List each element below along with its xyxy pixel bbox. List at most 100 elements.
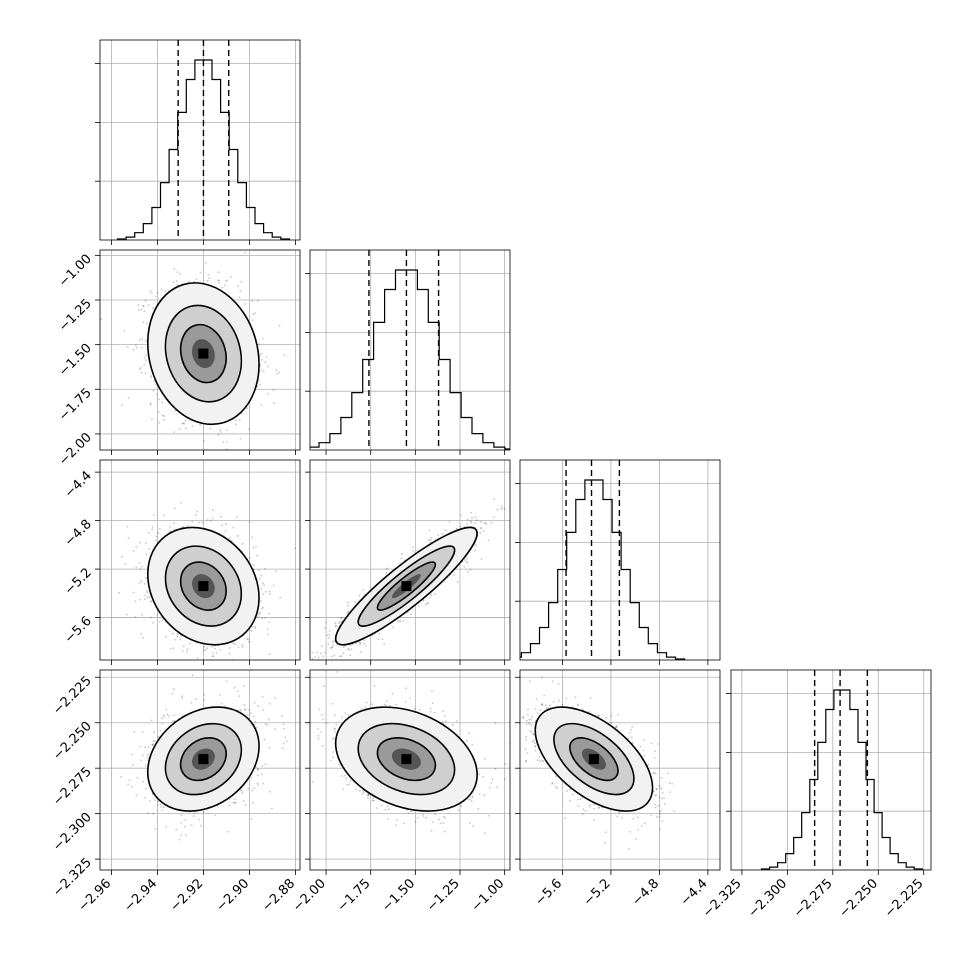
sample-point	[265, 356, 268, 358]
sample-point	[145, 553, 148, 556]
sample-point	[142, 636, 145, 639]
sample-point	[358, 641, 361, 643]
sample-point	[217, 271, 220, 274]
sample-point	[250, 630, 253, 632]
sample-point	[241, 644, 244, 646]
sample-point	[156, 393, 158, 396]
sample-point	[199, 271, 202, 274]
sample-point	[220, 673, 222, 675]
sample-point	[190, 473, 192, 475]
sample-point	[141, 305, 144, 307]
sample-point	[416, 549, 419, 552]
sample-point	[251, 536, 253, 539]
sample-point	[342, 646, 345, 648]
sample-point	[437, 534, 440, 537]
sample-point	[144, 299, 147, 302]
sample-point	[145, 577, 147, 579]
sample-point	[241, 542, 244, 545]
sample-point	[164, 290, 167, 293]
sample-point	[311, 651, 314, 654]
sample-point	[228, 683, 230, 685]
sample-point	[251, 626, 254, 628]
sample-point	[247, 638, 250, 641]
sample-point	[139, 541, 141, 544]
sample-point	[387, 567, 389, 570]
sample-point	[232, 642, 235, 645]
sample-point	[244, 251, 247, 254]
sample-point	[399, 620, 401, 623]
sample-point	[185, 650, 188, 653]
sample-point	[139, 367, 142, 369]
sample-point	[226, 279, 229, 282]
sample-point	[248, 640, 250, 643]
sample-point	[234, 423, 237, 426]
sample-point	[126, 613, 128, 616]
density-peak	[198, 581, 209, 592]
sample-point	[484, 523, 487, 525]
sample-point	[193, 666, 195, 668]
sample-point	[246, 407, 249, 410]
sample-point	[272, 584, 275, 587]
sample-point	[260, 352, 263, 355]
sample-point	[302, 638, 304, 640]
sample-point	[203, 645, 206, 648]
sample-point	[234, 419, 237, 421]
sample-point	[172, 647, 175, 649]
sample-point	[275, 570, 277, 572]
sample-point	[487, 539, 490, 542]
sample-point	[392, 626, 394, 629]
sample-point	[222, 441, 225, 443]
sample-point	[236, 534, 239, 537]
sample-point	[307, 656, 309, 658]
sample-point	[266, 392, 269, 395]
sample-point	[196, 657, 199, 659]
sample-point	[503, 507, 506, 510]
sample-point	[385, 571, 388, 574]
sample-point	[185, 427, 187, 430]
sample-point	[132, 591, 135, 594]
sample-point	[246, 638, 249, 640]
sample-point	[224, 284, 226, 287]
sample-point	[225, 523, 227, 526]
sample-point	[260, 574, 263, 577]
sample-point	[121, 555, 124, 558]
contour-line	[164, 545, 243, 627]
sample-point	[320, 663, 322, 665]
sample-point	[259, 577, 261, 580]
sample-point	[466, 523, 469, 525]
sample-point	[132, 348, 135, 351]
sample-point	[151, 528, 154, 531]
sample-point	[143, 310, 146, 312]
sample-point	[324, 651, 327, 654]
sample-point	[480, 558, 483, 560]
sample-point	[460, 514, 462, 517]
sample-point	[248, 520, 251, 523]
sample-point	[474, 516, 477, 518]
sample-point	[363, 642, 365, 645]
sample-point	[430, 594, 433, 597]
sample-point	[225, 280, 228, 283]
sample-point	[140, 308, 143, 311]
sample-point	[139, 568, 142, 571]
sample-point	[127, 397, 130, 399]
sample-point	[228, 537, 231, 540]
sample-point	[212, 509, 214, 512]
sample-point	[142, 305, 145, 308]
sample-point	[322, 655, 324, 658]
sample-point	[176, 635, 179, 638]
sample-point	[290, 689, 292, 691]
sample-point	[141, 613, 143, 616]
sample-point	[258, 569, 260, 571]
sample-point	[474, 522, 476, 525]
sample-point	[278, 324, 281, 327]
sample-point	[410, 613, 412, 616]
sample-point	[208, 277, 211, 280]
sample-point	[206, 647, 209, 649]
sample-point	[175, 280, 178, 283]
sample-point	[324, 627, 326, 630]
sample-point	[272, 389, 275, 392]
sample-point	[158, 421, 161, 424]
sample-point	[346, 605, 349, 607]
sample-point	[363, 639, 366, 642]
sample-point	[141, 338, 144, 340]
